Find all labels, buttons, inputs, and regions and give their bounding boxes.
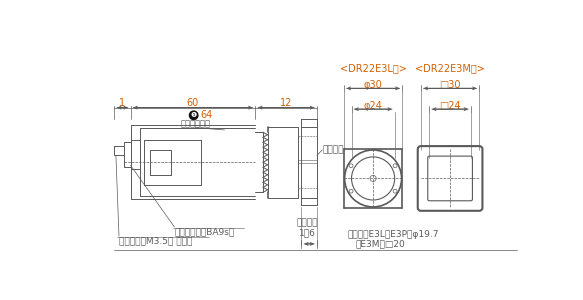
Text: ランプ（口金BA9s）: ランプ（口金BA9s） bbox=[174, 227, 235, 236]
Text: □30: □30 bbox=[440, 80, 461, 90]
Text: 充電部カバー: 充電部カバー bbox=[180, 119, 210, 128]
Circle shape bbox=[189, 111, 198, 119]
Text: <DR22E3M形>: <DR22E3M形> bbox=[415, 63, 485, 73]
Text: パッキン: パッキン bbox=[322, 146, 344, 154]
Text: 1～6: 1～6 bbox=[299, 228, 316, 237]
Text: 記名板（E3L・E3P）φ19.7: 記名板（E3L・E3P）φ19.7 bbox=[347, 230, 439, 239]
Text: ❶: ❶ bbox=[191, 112, 197, 118]
Text: 12: 12 bbox=[280, 98, 292, 108]
Text: □24: □24 bbox=[439, 101, 461, 111]
Text: パネル厄: パネル厄 bbox=[297, 218, 318, 227]
Text: （E3M）□20: （E3M）□20 bbox=[356, 239, 405, 248]
Text: <DR22E3L形>: <DR22E3L形> bbox=[340, 63, 406, 73]
Text: φ30: φ30 bbox=[364, 80, 382, 90]
Text: 端子ねじ（M3.5） ナット: 端子ねじ（M3.5） ナット bbox=[119, 236, 192, 245]
Text: 1: 1 bbox=[119, 98, 125, 108]
Text: φ24: φ24 bbox=[364, 101, 382, 111]
Text: 60: 60 bbox=[187, 98, 199, 108]
Text: 64: 64 bbox=[200, 110, 212, 120]
